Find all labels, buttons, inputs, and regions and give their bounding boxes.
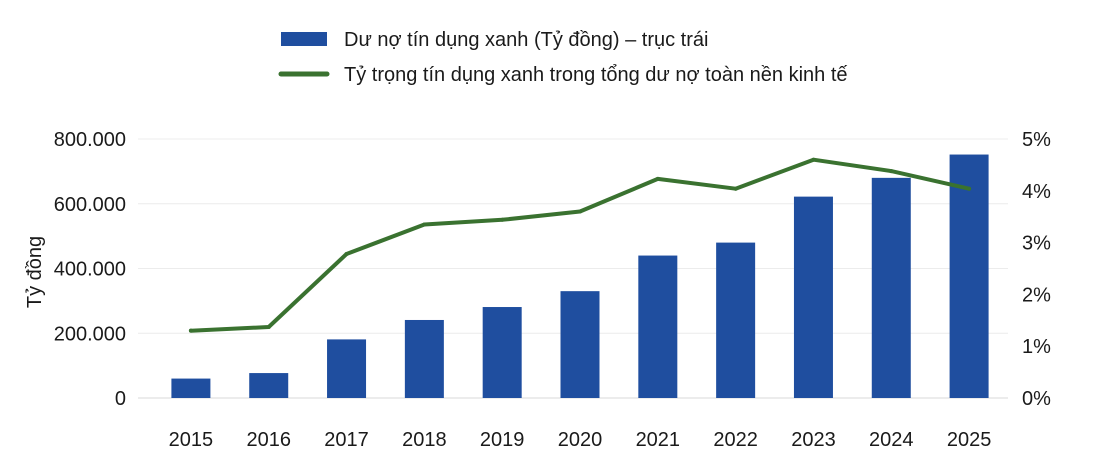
bar: [949, 154, 989, 398]
y2-tick-label: 2%: [1022, 284, 1051, 306]
bar: [327, 339, 367, 398]
x-tick-label: 2025: [947, 429, 992, 451]
line-point: [811, 157, 816, 162]
line-point: [266, 325, 271, 330]
line-point: [967, 186, 972, 191]
y-tick-label: 800.000: [54, 129, 126, 151]
x-tick-label: 2015: [169, 429, 214, 451]
line-point: [500, 217, 505, 222]
y-tick-label: 400.000: [54, 259, 126, 281]
x-axis-ticks: 2015 2016 2017 2018 2019 2020 2021 2022 2023 2024…: [169, 429, 992, 451]
bar: [171, 378, 211, 398]
y2-tick-label: 4%: [1022, 181, 1051, 203]
y-tick-label: 200.000: [54, 323, 126, 345]
x-tick-label: 2019: [480, 429, 525, 451]
right-axis-ticks: 0% 1% 2% 3% 4% 5%: [1022, 129, 1051, 410]
bar: [871, 177, 911, 398]
x-tick-label: 2020: [558, 429, 603, 451]
y-tick-label: 0: [115, 388, 126, 410]
line-point: [889, 169, 894, 174]
bar: [716, 242, 756, 398]
legend: Dư nợ tín dụng xanh (Tỷ đồng) – trục trá…: [278, 29, 848, 86]
line-point: [344, 251, 349, 256]
bar: [249, 373, 289, 398]
left-axis-ticks: 0 200.000 400.000 600.000 800.000: [54, 129, 126, 410]
bar: [404, 319, 444, 398]
bar: [482, 307, 522, 398]
line-point: [733, 186, 738, 191]
y2-tick-label: 1%: [1022, 336, 1051, 358]
y-tick-label: 600.000: [54, 194, 126, 216]
line-point: [578, 209, 582, 214]
line-point: [655, 176, 660, 181]
y2-tick-label: 3%: [1022, 233, 1051, 255]
legend-bar-swatch: [281, 32, 327, 46]
x-tick-label: 2023: [791, 429, 836, 451]
x-tick-label: 2024: [869, 429, 914, 451]
x-tick-label: 2017: [324, 429, 369, 451]
y2-tick-label: 0%: [1022, 388, 1051, 410]
legend-bar-label: Dư nợ tín dụng xanh (Tỷ đồng) – trục trá…: [344, 29, 708, 51]
line-point: [422, 222, 427, 227]
x-tick-label: 2018: [402, 429, 447, 451]
bar-series: [171, 154, 989, 398]
y-axis-title: Tỷ đồng: [24, 236, 46, 308]
line-series: [188, 157, 972, 333]
bar: [638, 255, 678, 398]
line-point: [188, 328, 193, 333]
x-tick-label: 2022: [713, 429, 758, 451]
legend-line-label: Tỷ trọng tín dụng xanh trong tổng dư nợ …: [344, 64, 848, 86]
y2-tick-label: 5%: [1022, 129, 1051, 151]
bar: [560, 291, 600, 398]
x-tick-label: 2021: [636, 429, 681, 451]
x-tick-label: 2016: [246, 429, 291, 451]
bar: [793, 196, 833, 398]
